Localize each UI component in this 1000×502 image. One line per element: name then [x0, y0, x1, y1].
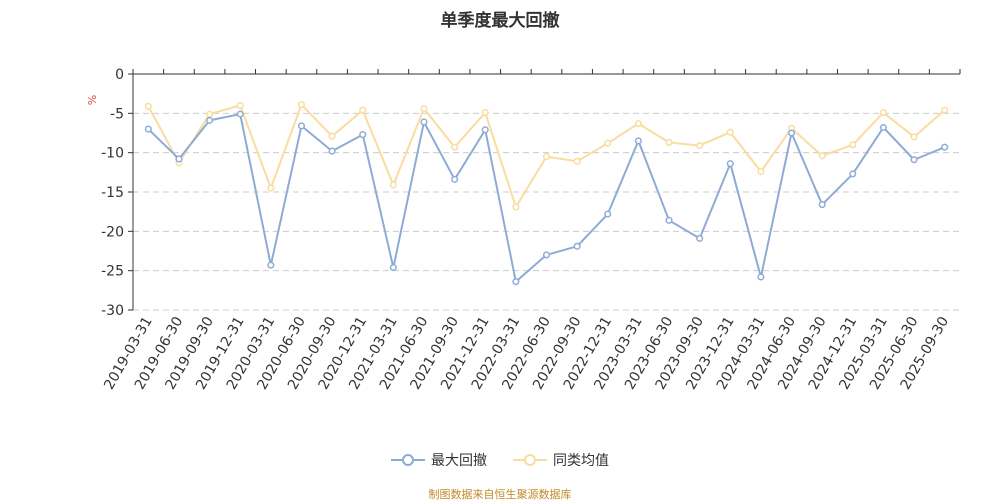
y-tick-label: -30 [101, 303, 124, 319]
data-point-max-drawdown [144, 125, 152, 133]
data-point-max-drawdown [941, 143, 949, 151]
data-point-max-drawdown [328, 147, 336, 155]
data-point-peer-average [941, 106, 949, 114]
legend-item-max-drawdown[interactable]: 最大回撤 [391, 450, 487, 470]
data-point-max-drawdown [696, 234, 704, 242]
y-tick-label: -5 [110, 106, 124, 122]
data-point-peer-average [236, 101, 244, 110]
data-point-peer-average [542, 153, 551, 161]
legend: 最大回撤 同类均值 [0, 450, 1000, 470]
data-point-max-drawdown [787, 129, 796, 137]
y-tick-label: -15 [101, 185, 124, 201]
data-point-peer-average [512, 203, 520, 211]
data-point-peer-average [665, 138, 673, 146]
chart-title: 单季度最大回撤 [440, 11, 560, 31]
legend-label-max-drawdown: 最大回撤 [431, 453, 487, 469]
series-lines [144, 101, 949, 286]
data-point-max-drawdown [267, 261, 275, 269]
data-point-peer-average [481, 108, 489, 117]
data-point-peer-average [389, 181, 397, 189]
data-point-max-drawdown [573, 242, 581, 250]
data-point-max-drawdown [849, 170, 857, 178]
y-axis-unit: % [86, 95, 99, 105]
data-point-max-drawdown [634, 137, 642, 145]
data-point-peer-average [573, 157, 581, 165]
data-point-peer-average [604, 139, 612, 147]
data-point-max-drawdown [512, 278, 520, 286]
data-point-max-drawdown [665, 216, 673, 224]
data-point-peer-average [328, 132, 336, 140]
data-point-peer-average [634, 120, 642, 128]
y-tick-label: 0 [115, 67, 124, 83]
data-point-peer-average [206, 110, 214, 118]
data-point-max-drawdown [359, 131, 367, 139]
data-point-max-drawdown [910, 156, 918, 164]
y-tick-label: -10 [101, 146, 124, 162]
data-point-peer-average [879, 108, 887, 117]
data-point-max-drawdown [451, 175, 459, 183]
data-point-max-drawdown [206, 116, 214, 124]
data-point-peer-average [696, 142, 704, 150]
data-point-max-drawdown [481, 126, 489, 134]
data-point-max-drawdown [757, 273, 765, 281]
data-source-note: 制图数据来自恒生聚源数据库 [428, 488, 572, 501]
legend-item-peer-average[interactable]: 同类均值 [513, 450, 609, 470]
data-point-peer-average [757, 167, 765, 176]
data-point-peer-average [297, 101, 306, 109]
data-point-peer-average [451, 143, 459, 151]
data-point-max-drawdown [726, 160, 734, 168]
legend-swatch-peer-average [513, 454, 547, 466]
data-point-max-drawdown [420, 118, 428, 126]
data-point-peer-average [818, 152, 826, 160]
data-point-peer-average [359, 106, 367, 114]
data-point-max-drawdown [175, 155, 183, 163]
data-point-peer-average [910, 133, 918, 141]
data-point-peer-average [849, 141, 857, 149]
data-point-max-drawdown [297, 122, 306, 130]
legend-swatch-max-drawdown [391, 454, 425, 466]
data-point-max-drawdown [542, 251, 551, 259]
data-point-max-drawdown [604, 210, 612, 218]
data-point-max-drawdown [389, 263, 397, 272]
data-point-max-drawdown [879, 123, 887, 132]
data-point-peer-average [420, 105, 428, 113]
y-tick-label: -25 [101, 264, 124, 280]
data-point-peer-average [144, 102, 152, 110]
legend-label-peer-average: 同类均值 [553, 453, 609, 469]
data-point-peer-average [726, 128, 734, 136]
y-tick-label: -20 [101, 224, 124, 240]
data-point-max-drawdown [236, 110, 244, 118]
data-point-peer-average [267, 184, 275, 192]
grid-lines [133, 112, 960, 311]
data-point-max-drawdown [818, 201, 826, 209]
